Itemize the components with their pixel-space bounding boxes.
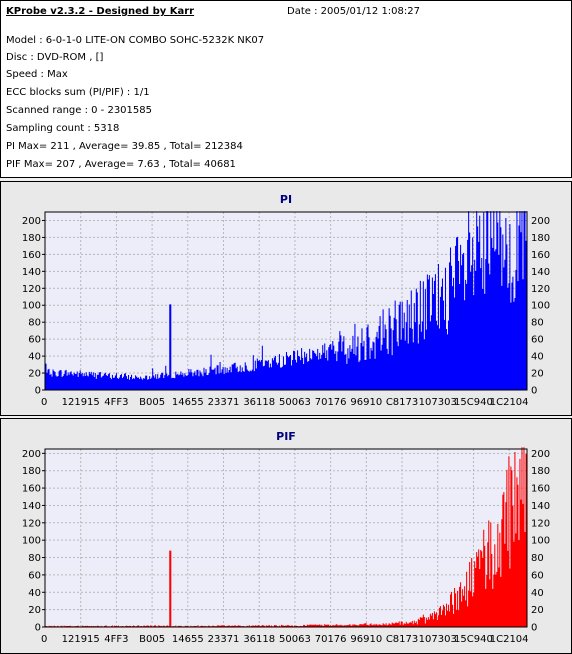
y-tick-label-left: 160 (22, 484, 41, 495)
plot-border (44, 211, 528, 391)
y-tick-label-right: 120 (531, 284, 550, 295)
app-title: KProbe v2.3.2 - Designed by Karr (6, 6, 195, 17)
y-tick-label-right: 140 (531, 501, 550, 512)
y-tick-label-left: 200 (22, 449, 41, 460)
x-tick-label: C8173 (386, 634, 418, 645)
y-tick-label-right: 100 (531, 301, 550, 312)
disc-line: Disc : DVD-ROM , [] (6, 52, 104, 63)
x-tick-label: 121915 (62, 634, 100, 645)
scan-date: Date : 2005/01/12 1:08:27 (287, 6, 420, 17)
chart-title: PIF (276, 430, 296, 443)
x-tick-label: 107303 (419, 634, 457, 645)
y-tick-label-right: 60 (531, 570, 544, 581)
pif-stats-line: PIF Max= 207 , Average= 7.63 , Total= 40… (6, 159, 236, 170)
y-tick-label-left: 140 (22, 267, 41, 278)
x-tick-label: 107303 (419, 397, 457, 408)
y-tick-label-left: 60 (28, 570, 41, 581)
x-tick-label: 23371 (208, 634, 240, 645)
y-tick-label-right: 20 (531, 369, 544, 380)
y-tick-label-left: 160 (22, 250, 41, 261)
y-tick-label-right: 180 (531, 466, 550, 477)
x-tick-label: B005 (139, 397, 165, 408)
plot-border (44, 448, 528, 628)
x-tick-label: 50063 (279, 397, 311, 408)
chart-title: PI (280, 193, 292, 206)
x-tick-label: B005 (139, 634, 165, 645)
x-tick-label: 0 (41, 634, 47, 645)
y-tick-label-right: 20 (531, 605, 544, 616)
y-tick-label-left: 200 (22, 216, 41, 227)
x-tick-label: 14655 (172, 397, 204, 408)
x-tick-label: 36118 (243, 634, 275, 645)
x-tick-label: 70176 (315, 634, 347, 645)
x-tick-label: 1C2104 (490, 397, 529, 408)
y-tick-label-right: 160 (531, 250, 550, 261)
y-tick-label-left: 100 (22, 536, 41, 547)
y-tick-label-left: 120 (22, 284, 41, 295)
y-tick-label-left: 20 (28, 605, 41, 616)
x-tick-label: 1C2104 (490, 634, 529, 645)
y-tick-label-left: 100 (22, 301, 41, 312)
x-tick-label: C8173 (386, 397, 418, 408)
y-tick-label-left: 40 (28, 352, 41, 363)
pi-chart-panel: PI 0 0 20 20 40 40 60 60 80 80 100 100 120 120 140 140 16… (0, 181, 572, 416)
x-tick-label: 70176 (315, 397, 347, 408)
model-line: Model : 6-0-1-0 LITE-ON COMBO SOHC-5232K… (6, 35, 265, 46)
y-tick-label-left: 120 (22, 518, 41, 529)
y-tick-label-left: 180 (22, 466, 41, 477)
x-tick-label: 96910 (350, 634, 382, 645)
y-tick-label-right: 200 (531, 216, 550, 227)
y-tick-label-right: 0 (531, 623, 537, 634)
y-tick-label-left: 180 (22, 233, 41, 244)
y-tick-label-right: 100 (531, 536, 550, 547)
range-line: Scanned range : 0 - 2301585 (6, 105, 152, 116)
y-tick-label-left: 140 (22, 501, 41, 512)
y-tick-label-left: 80 (28, 553, 41, 564)
y-tick-label-right: 200 (531, 449, 550, 460)
pif-chart-panel: PIF 0 0 20 20 40 40 60 60 80 80 100 100 120 120 140 140 1… (0, 418, 572, 654)
y-tick-label-right: 80 (531, 318, 544, 329)
x-tick-label: 4FF3 (104, 397, 128, 408)
x-tick-label: 4FF3 (104, 634, 128, 645)
y-tick-label-left: 20 (28, 369, 41, 380)
y-tick-label-right: 40 (531, 352, 544, 363)
x-tick-label: 15C940 (454, 397, 493, 408)
x-tick-label: 96910 (350, 397, 382, 408)
y-tick-label-left: 0 (35, 623, 41, 634)
speed-line: Speed : Max (6, 69, 68, 80)
y-tick-label-left: 80 (28, 318, 41, 329)
y-tick-label-right: 60 (531, 335, 544, 346)
x-tick-label: 0 (41, 397, 47, 408)
x-tick-label: 36118 (243, 397, 275, 408)
x-tick-label: 23371 (208, 397, 240, 408)
sampling-line: Sampling count : 5318 (6, 123, 120, 134)
y-tick-label-left: 40 (28, 588, 41, 599)
y-tick-label-right: 40 (531, 588, 544, 599)
x-tick-label: 14655 (172, 634, 204, 645)
pi-stats-line: PI Max= 211 , Average= 39.85 , Total= 21… (6, 141, 243, 152)
y-tick-label-left: 0 (35, 386, 41, 397)
y-tick-label-right: 140 (531, 267, 550, 278)
x-tick-label: 121915 (62, 397, 100, 408)
y-tick-label-right: 80 (531, 553, 544, 564)
y-tick-label-right: 180 (531, 233, 550, 244)
y-tick-label-right: 0 (531, 386, 537, 397)
y-tick-label-left: 60 (28, 335, 41, 346)
x-tick-label: 50063 (279, 634, 311, 645)
ecc-line: ECC blocks sum (PI/PIF) : 1/1 (6, 87, 150, 98)
summary-panel: KProbe v2.3.2 - Designed by Karr Date : … (0, 0, 572, 178)
x-tick-label: 15C940 (454, 634, 493, 645)
y-tick-label-right: 160 (531, 484, 550, 495)
y-tick-label-right: 120 (531, 518, 550, 529)
